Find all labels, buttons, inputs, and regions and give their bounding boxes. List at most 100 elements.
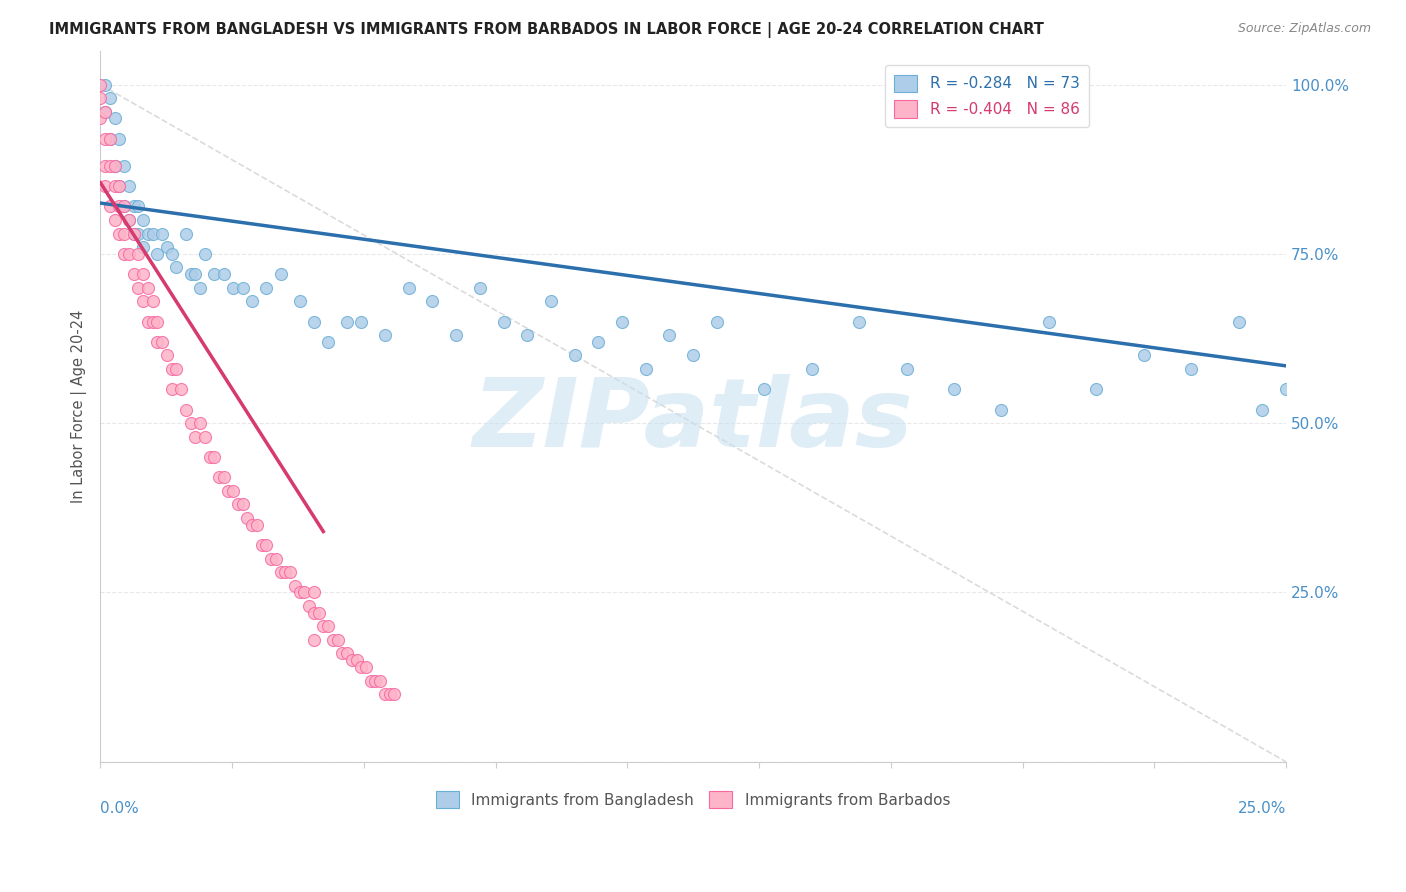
Point bbox=[264, 551, 287, 566]
Point bbox=[94, 159, 117, 173]
Point bbox=[354, 660, 377, 674]
Point bbox=[240, 294, 263, 309]
Point bbox=[89, 78, 111, 92]
Point bbox=[118, 247, 141, 261]
Point bbox=[232, 281, 254, 295]
Point bbox=[118, 213, 141, 227]
Point bbox=[127, 281, 149, 295]
Point bbox=[254, 281, 277, 295]
Point bbox=[302, 606, 325, 620]
Point bbox=[222, 281, 245, 295]
Text: 0.0%: 0.0% bbox=[100, 801, 139, 816]
Point bbox=[384, 687, 406, 701]
Point bbox=[292, 585, 315, 599]
Point bbox=[564, 348, 586, 362]
Point bbox=[250, 538, 273, 552]
Point bbox=[610, 315, 633, 329]
Point bbox=[236, 511, 259, 525]
Point bbox=[1251, 402, 1274, 417]
Point bbox=[284, 579, 307, 593]
Point bbox=[174, 227, 197, 241]
Point bbox=[170, 382, 193, 396]
Point bbox=[127, 247, 149, 261]
Point bbox=[316, 334, 339, 349]
Point bbox=[108, 227, 131, 241]
Point bbox=[180, 267, 202, 281]
Point bbox=[94, 132, 117, 146]
Point bbox=[174, 402, 197, 417]
Point bbox=[146, 334, 169, 349]
Point bbox=[364, 673, 387, 688]
Point bbox=[444, 328, 467, 343]
Point bbox=[1132, 348, 1154, 362]
Point bbox=[98, 132, 121, 146]
Point bbox=[136, 227, 159, 241]
Point bbox=[194, 247, 217, 261]
Point bbox=[374, 687, 396, 701]
Point bbox=[260, 551, 283, 566]
Point bbox=[94, 78, 117, 92]
Point bbox=[278, 565, 301, 579]
Point bbox=[108, 179, 131, 194]
Point bbox=[378, 687, 401, 701]
Point bbox=[160, 362, 183, 376]
Point bbox=[336, 647, 359, 661]
Text: Source: ZipAtlas.com: Source: ZipAtlas.com bbox=[1237, 22, 1371, 36]
Point bbox=[142, 315, 165, 329]
Point bbox=[127, 227, 149, 241]
Point bbox=[118, 213, 141, 227]
Point bbox=[274, 565, 297, 579]
Point bbox=[217, 483, 239, 498]
Text: ZIPatlas: ZIPatlas bbox=[472, 374, 914, 467]
Point bbox=[540, 294, 562, 309]
Point bbox=[98, 159, 121, 173]
Point bbox=[308, 606, 330, 620]
Point bbox=[208, 470, 231, 484]
Point bbox=[270, 565, 292, 579]
Point bbox=[990, 402, 1012, 417]
Point bbox=[240, 517, 263, 532]
Point bbox=[232, 498, 254, 512]
Point bbox=[212, 267, 235, 281]
Point bbox=[288, 585, 311, 599]
Point bbox=[340, 653, 363, 667]
Point bbox=[132, 240, 155, 254]
Point bbox=[634, 362, 657, 376]
Point bbox=[212, 470, 235, 484]
Point bbox=[298, 599, 321, 613]
Point bbox=[322, 632, 344, 647]
Point bbox=[165, 362, 187, 376]
Point bbox=[943, 382, 966, 396]
Point bbox=[94, 104, 117, 119]
Point bbox=[104, 159, 127, 173]
Point bbox=[188, 281, 211, 295]
Point bbox=[118, 179, 141, 194]
Point bbox=[226, 498, 249, 512]
Point bbox=[127, 199, 149, 213]
Point bbox=[136, 281, 159, 295]
Point bbox=[468, 281, 491, 295]
Point bbox=[374, 328, 396, 343]
Point bbox=[254, 538, 277, 552]
Point bbox=[142, 227, 165, 241]
Point bbox=[188, 416, 211, 430]
Point bbox=[896, 362, 918, 376]
Point bbox=[202, 450, 225, 464]
Point bbox=[156, 348, 179, 362]
Point bbox=[180, 416, 202, 430]
Point bbox=[160, 382, 183, 396]
Point bbox=[682, 348, 704, 362]
Point bbox=[160, 247, 183, 261]
Point bbox=[132, 294, 155, 309]
Point bbox=[132, 213, 155, 227]
Point bbox=[184, 267, 207, 281]
Point bbox=[89, 91, 111, 105]
Text: IMMIGRANTS FROM BANGLADESH VS IMMIGRANTS FROM BARBADOS IN LABOR FORCE | AGE 20-2: IMMIGRANTS FROM BANGLADESH VS IMMIGRANTS… bbox=[49, 22, 1045, 38]
Point bbox=[1298, 348, 1320, 362]
Point bbox=[94, 104, 117, 119]
Point bbox=[112, 247, 135, 261]
Point bbox=[658, 328, 681, 343]
Point bbox=[1322, 362, 1344, 376]
Point bbox=[156, 240, 179, 254]
Point bbox=[108, 199, 131, 213]
